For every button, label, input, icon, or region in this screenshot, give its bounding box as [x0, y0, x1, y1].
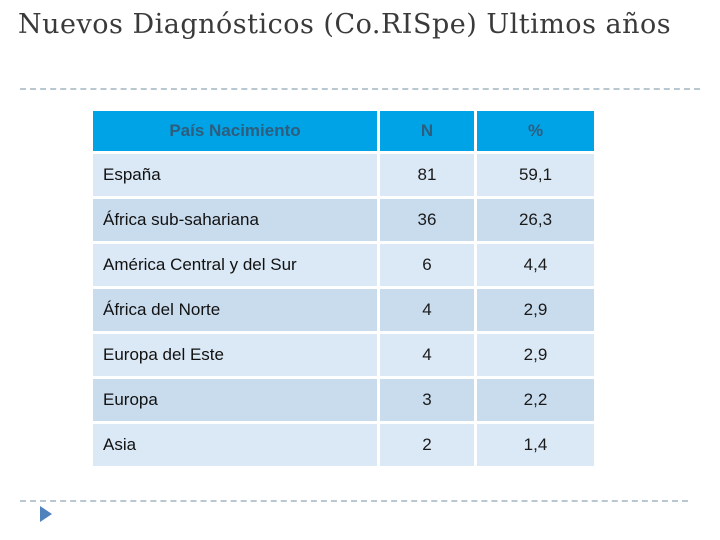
cell-n: 4 [380, 334, 474, 376]
table-row: África del Norte 4 2,9 [93, 289, 594, 331]
cell-country: América Central y del Sur [93, 244, 377, 286]
cell-n: 3 [380, 379, 474, 421]
cell-n: 4 [380, 289, 474, 331]
table-body: España 81 59,1 África sub-sahariana 36 2… [93, 154, 594, 466]
cell-country: España [93, 154, 377, 196]
cell-n: 2 [380, 424, 474, 466]
country-diagnostics-table: País Nacimiento N % España 81 59,1 Áfric… [90, 108, 597, 469]
table-row: Asia 2 1,4 [93, 424, 594, 466]
cell-n: 81 [380, 154, 474, 196]
cell-percent: 2,9 [477, 334, 594, 376]
cell-percent: 26,3 [477, 199, 594, 241]
table-header: País Nacimiento N % [93, 111, 594, 151]
cell-percent: 4,4 [477, 244, 594, 286]
cell-country: Europa del Este [93, 334, 377, 376]
cell-country: África sub-sahariana [93, 199, 377, 241]
cell-country: Europa [93, 379, 377, 421]
cell-percent: 2,9 [477, 289, 594, 331]
slide-title: Nuevos Diagnósticos (Co.RISpe) Ultimos a… [18, 9, 672, 40]
cell-n: 36 [380, 199, 474, 241]
table-row: América Central y del Sur 6 4,4 [93, 244, 594, 286]
table-row: África sub-sahariana 36 26,3 [93, 199, 594, 241]
table-header-row: País Nacimiento N % [93, 111, 594, 151]
cell-percent: 2,2 [477, 379, 594, 421]
table-row: Europa del Este 4 2,9 [93, 334, 594, 376]
cell-country: África del Norte [93, 289, 377, 331]
footer-divider [20, 500, 688, 502]
play-triangle-icon [40, 506, 52, 522]
title-divider [20, 88, 700, 90]
table-row: España 81 59,1 [93, 154, 594, 196]
cell-country: Asia [93, 424, 377, 466]
column-header-country: País Nacimiento [93, 111, 377, 151]
cell-n: 6 [380, 244, 474, 286]
cell-percent: 1,4 [477, 424, 594, 466]
cell-percent: 59,1 [477, 154, 594, 196]
column-header-n: N [380, 111, 474, 151]
column-header-percent: % [477, 111, 594, 151]
table-row: Europa 3 2,2 [93, 379, 594, 421]
